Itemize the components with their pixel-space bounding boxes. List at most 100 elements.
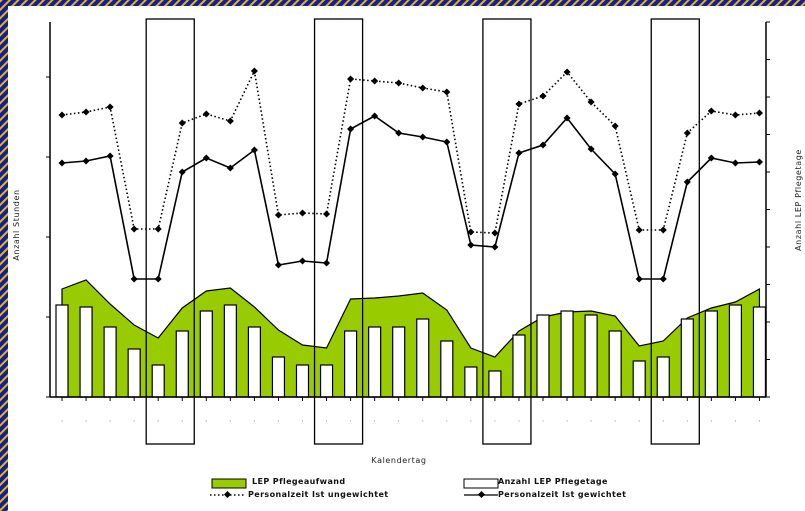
x-tick-label bbox=[350, 420, 352, 422]
bar-lep-pflegetage bbox=[560, 310, 574, 398]
area-lep-pflegeaufwand bbox=[61, 279, 761, 398]
x-tick-label bbox=[614, 420, 616, 422]
bar-lep-pflegetage bbox=[464, 366, 478, 398]
marker-personalzeit-ungewichtet bbox=[106, 103, 114, 111]
bar-lep-pflegetage bbox=[536, 314, 550, 398]
marker-personalzeit-ungewichtet bbox=[539, 92, 547, 100]
bar-lep-pflegetage bbox=[175, 330, 189, 398]
marker-personalzeit-ungewichtet bbox=[82, 108, 90, 116]
marker-personalzeit-ungewichtet bbox=[274, 211, 282, 219]
marker-personalzeit-ungewichtet bbox=[731, 111, 739, 119]
marker-personalzeit-gewichtet bbox=[683, 178, 691, 186]
marker-personalzeit-gewichtet bbox=[395, 129, 403, 137]
x-tick-label bbox=[542, 420, 544, 422]
weekend-box bbox=[650, 18, 700, 445]
marker-personalzeit-ungewichtet bbox=[371, 77, 379, 85]
x-tick-label bbox=[686, 420, 688, 422]
marker-personalzeit-gewichtet bbox=[635, 275, 643, 283]
bar-lep-pflegetage bbox=[680, 318, 694, 398]
bar-lep-pflegetage bbox=[319, 364, 334, 398]
weekend-box bbox=[313, 18, 364, 445]
marker-personalzeit-gewichtet bbox=[419, 133, 427, 141]
bar-lep-pflegetage bbox=[223, 304, 237, 398]
legend-swatch-bars bbox=[463, 478, 499, 489]
marker-personalzeit-gewichtet bbox=[347, 125, 355, 133]
marker-personalzeit-gewichtet bbox=[515, 149, 523, 157]
marker-personalzeit-ungewichtet bbox=[659, 226, 667, 234]
x-tick-label bbox=[590, 420, 592, 422]
marker-personalzeit-ungewichtet bbox=[419, 84, 427, 92]
x-tick-label bbox=[638, 420, 640, 422]
marker-personalzeit-ungewichtet bbox=[611, 122, 619, 130]
x-tick-label bbox=[205, 420, 207, 422]
x-tick-label bbox=[325, 420, 328, 422]
x-tick-label bbox=[710, 420, 712, 422]
marker-personalzeit-ungewichtet bbox=[587, 98, 595, 106]
bar-lep-pflegetage bbox=[295, 364, 310, 398]
marker-personalzeit-ungewichtet bbox=[347, 75, 355, 83]
x-tick-label bbox=[470, 420, 472, 422]
legend-marker-solid bbox=[477, 490, 486, 499]
x-tick-label bbox=[85, 420, 87, 422]
marker-personalzeit-gewichtet bbox=[154, 275, 162, 283]
x-tick-label bbox=[398, 420, 400, 422]
x-tick-label bbox=[277, 420, 280, 422]
marker-personalzeit-gewichtet bbox=[274, 261, 282, 269]
x-tick-label bbox=[301, 420, 304, 422]
bar-lep-pflegetage bbox=[584, 314, 598, 398]
legend-marker-dotted bbox=[223, 490, 232, 499]
x-tick-label bbox=[758, 420, 761, 422]
bar-lep-pflegetage bbox=[752, 306, 767, 398]
marker-personalzeit-gewichtet bbox=[106, 152, 114, 160]
marker-personalzeit-gewichtet bbox=[82, 157, 90, 165]
marker-personalzeit-ungewichtet bbox=[323, 210, 331, 218]
marker-personalzeit-gewichtet bbox=[58, 159, 66, 167]
marker-personalzeit-ungewichtet bbox=[467, 228, 475, 236]
bar-lep-pflegetage bbox=[271, 356, 286, 398]
weekend-box bbox=[145, 18, 195, 445]
y-axis-label-right: Anzahl LEP Pflegetage bbox=[794, 149, 803, 251]
marker-personalzeit-gewichtet bbox=[443, 138, 451, 146]
top-border-stripe bbox=[0, 0, 805, 6]
marker-personalzeit-ungewichtet bbox=[250, 67, 258, 75]
bar-lep-pflegetage bbox=[608, 330, 622, 398]
marker-personalzeit-ungewichtet bbox=[130, 225, 138, 233]
marker-personalzeit-gewichtet bbox=[250, 146, 258, 154]
bar-lep-pflegetage bbox=[512, 334, 526, 398]
legend: LEP Pflegeaufwand Anzahl LEP Pflegetage … bbox=[210, 477, 626, 499]
x-tick-label bbox=[734, 420, 737, 422]
x-tick-label bbox=[422, 420, 424, 422]
marker-personalzeit-gewichtet bbox=[707, 154, 715, 162]
marker-personalzeit-gewichtet bbox=[563, 114, 571, 122]
legend-label-area: LEP Pflegeaufwand bbox=[252, 477, 345, 486]
bar-lep-pflegetage bbox=[392, 326, 406, 398]
left-border-stripe bbox=[0, 0, 8, 511]
legend-label-bars: Anzahl LEP Pflegetage bbox=[498, 477, 608, 486]
legend-label-dotted: Personalzeit Ist ungewichtet bbox=[248, 490, 389, 499]
x-tick-label bbox=[662, 420, 664, 422]
x-tick-label bbox=[494, 420, 496, 422]
marker-personalzeit-ungewichtet bbox=[395, 79, 403, 87]
bar-lep-pflegetage bbox=[55, 304, 69, 398]
bar-lep-pflegetage bbox=[344, 330, 358, 398]
marker-personalzeit-ungewichtet bbox=[178, 119, 186, 127]
bar-lep-pflegetage bbox=[728, 304, 743, 398]
marker-personalzeit-ungewichtet bbox=[683, 129, 691, 137]
bar-lep-pflegetage bbox=[247, 326, 261, 398]
marker-personalzeit-gewichtet bbox=[298, 257, 307, 265]
marker-personalzeit-gewichtet bbox=[731, 159, 739, 167]
bar-lep-pflegetage bbox=[488, 370, 502, 398]
marker-personalzeit-ungewichtet bbox=[755, 109, 763, 117]
marker-personalzeit-gewichtet bbox=[659, 275, 667, 283]
x-axis-label: Kalendertag bbox=[371, 456, 426, 465]
bar-lep-pflegetage bbox=[79, 306, 93, 398]
bar-lep-pflegetage bbox=[199, 310, 213, 398]
marker-personalzeit-gewichtet bbox=[467, 241, 475, 249]
bar-lep-pflegetage bbox=[151, 364, 165, 398]
line-personalzeit-ungewichtet bbox=[61, 68, 760, 234]
marker-personalzeit-gewichtet bbox=[371, 112, 379, 120]
marker-personalzeit-gewichtet bbox=[611, 170, 619, 178]
marker-personalzeit-ungewichtet bbox=[226, 117, 234, 125]
x-tick-label bbox=[446, 420, 448, 422]
